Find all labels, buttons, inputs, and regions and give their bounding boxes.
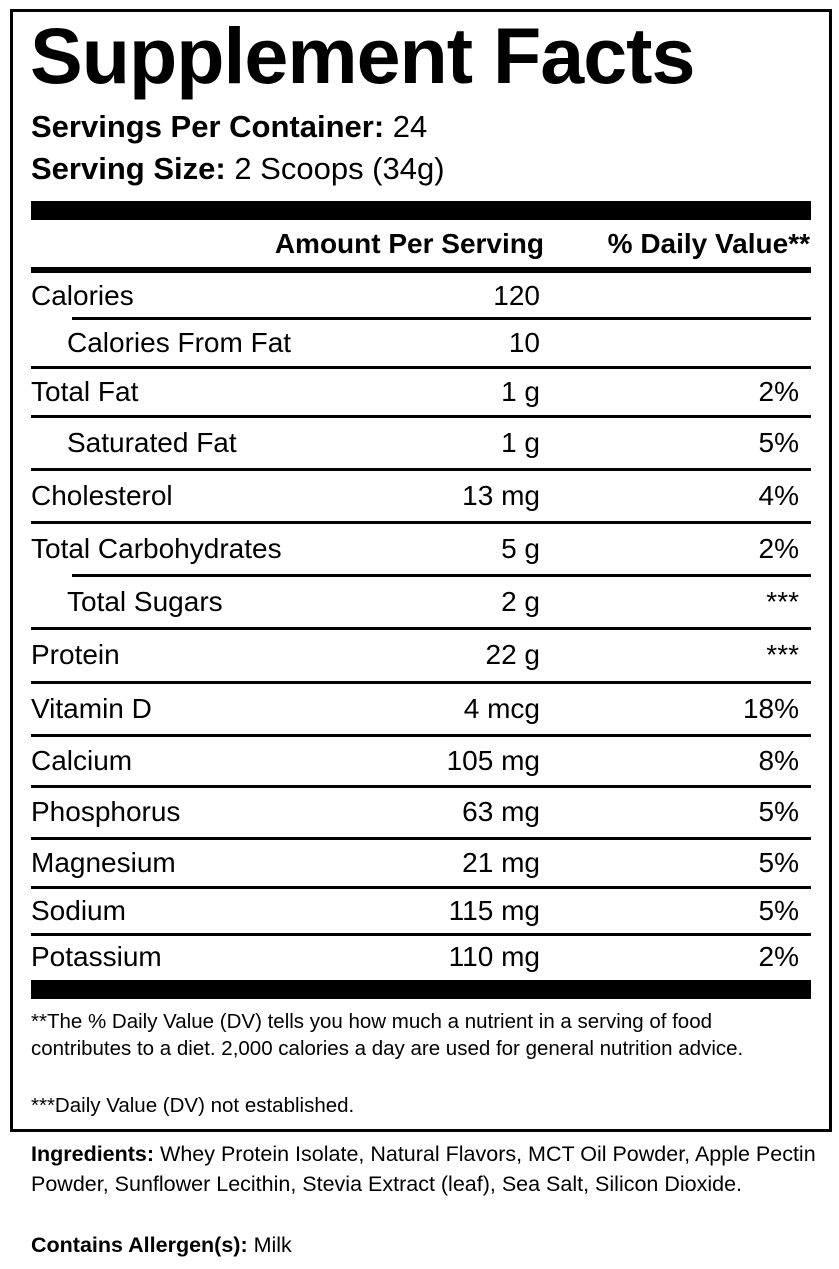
nutrient-amount: 4 mcg <box>463 692 540 724</box>
thick-divider-bottom <box>31 980 811 999</box>
amount-per-serving-header: Amount Per Serving <box>274 228 544 259</box>
nutrient-name: Vitamin D <box>31 692 152 724</box>
nutrient-row: Vitamin D 4 mcg 18% <box>31 682 811 735</box>
daily-value-header: % Daily Value** <box>607 228 810 259</box>
footnote-not-established: ***Daily Value (DV) not established. <box>31 1094 355 1117</box>
nutrient-row: Sodium 115 mg 5% <box>31 887 811 934</box>
nutrient-daily-value: 5% <box>758 846 799 878</box>
ingredients: Ingredients: Whey Protein Isolate, Natur… <box>31 1139 821 1199</box>
nutrient-name: Protein <box>31 639 120 670</box>
nutrient-row: Calories 120 <box>31 273 811 318</box>
nutrient-amount: 105 mg <box>446 744 540 776</box>
header-divider <box>31 267 811 273</box>
nutrient-name: Calories From Fat <box>67 326 292 358</box>
nutrient-amount: 21 mg <box>462 846 540 878</box>
row-divider <box>31 837 811 840</box>
allergens-label: Contains Allergen(s): <box>31 1233 248 1257</box>
nutrient-name: Magnesium <box>31 846 176 878</box>
nutrient-row: Protein 22 g *** <box>31 628 811 682</box>
thick-divider-top <box>31 201 811 220</box>
ingredients-label: Ingredients: <box>31 1142 155 1166</box>
nutrient-name: Total Carbohydrates <box>31 532 282 564</box>
nutrient-daily-value: *** <box>766 585 799 617</box>
nutrient-row: Cholesterol 13 mg 4% <box>31 469 811 522</box>
nutrient-row: Magnesium 21 mg 5% <box>31 838 811 887</box>
nutrient-daily-value: *** <box>766 639 799 670</box>
row-divider <box>72 574 811 577</box>
row-divider <box>31 933 811 936</box>
nutrient-row: Total Sugars 2 g *** <box>31 575 811 628</box>
footnote-daily-value: **The % Daily Value (DV) tells you how m… <box>31 1010 744 1060</box>
row-divider <box>31 521 811 524</box>
nutrient-row: Saturated Fat 1 g 5% <box>31 416 811 469</box>
nutrient-amount: 1 g <box>501 426 540 458</box>
nutrient-amount: 22 g <box>485 639 541 670</box>
servings-value: 24 <box>392 109 428 144</box>
serving-size-value: 2 Scoops (34g) <box>234 151 445 186</box>
nutrient-row: Potassium 110 mg 2% <box>31 934 811 980</box>
nutrient-amount: 1 g <box>501 375 540 407</box>
servings-per-container: Servings Per Container: 24 <box>31 109 427 145</box>
nutrient-name: Calories <box>31 279 134 311</box>
nutrient-name: Cholesterol <box>31 479 173 511</box>
nutrient-daily-value: 5% <box>758 426 799 458</box>
nutrient-daily-value: 5% <box>758 796 799 827</box>
nutrient-name: Total Sugars <box>67 585 223 617</box>
nutrient-row: Total Carbohydrates 5 g 2% <box>31 522 811 575</box>
nutrient-amount: 110 mg <box>448 941 540 972</box>
nutrient-amount: 120 <box>493 279 540 311</box>
nutrient-name: Total Fat <box>31 375 139 407</box>
nutrient-amount: 63 mg <box>462 796 540 827</box>
nutrient-row: Total Fat 1 g 2% <box>31 367 811 416</box>
nutrient-daily-value: 8% <box>758 744 799 776</box>
panel-title: Supplement Facts <box>30 11 695 100</box>
nutrient-name: Potassium <box>31 941 162 972</box>
nutrient-daily-value: 2% <box>758 375 799 407</box>
serving-size: Serving Size: 2 Scoops (34g) <box>31 151 445 187</box>
row-divider <box>31 366 811 369</box>
nutrient-name: Phosphorus <box>31 796 181 827</box>
supplement-facts-panel <box>10 9 832 1132</box>
nutrient-name: Calcium <box>31 744 133 776</box>
ingredients-text: Whey Protein Isolate, Natural Flavors, M… <box>31 1142 816 1196</box>
nutrient-name: Sodium <box>31 894 126 926</box>
nutrient-amount: 115 mg <box>448 894 540 926</box>
serving-size-label: Serving Size: <box>31 151 226 186</box>
allergens: Contains Allergen(s): Milk <box>31 1230 821 1260</box>
row-divider <box>72 317 811 320</box>
nutrient-row: Calcium 105 mg 8% <box>31 735 811 786</box>
nutrient-daily-value: 18% <box>742 692 799 724</box>
row-divider <box>31 785 811 788</box>
nutrient-amount: 13 mg <box>462 479 540 511</box>
nutrient-daily-value: 4% <box>758 479 799 511</box>
servings-label: Servings Per Container: <box>31 109 385 144</box>
row-divider <box>31 734 811 737</box>
nutrient-daily-value: 2% <box>758 941 799 972</box>
nutrient-row: Phosphorus 63 mg 5% <box>31 786 811 838</box>
allergens-text: Milk <box>253 1233 292 1257</box>
row-divider <box>31 468 811 471</box>
nutrient-daily-value: 2% <box>758 532 799 564</box>
row-divider <box>31 886 811 889</box>
row-divider <box>31 681 811 684</box>
nutrient-amount: 5 g <box>501 532 540 564</box>
nutrient-name: Saturated Fat <box>67 426 237 458</box>
row-divider <box>31 627 811 630</box>
nutrient-row: Calories From Fat 10 <box>31 318 811 367</box>
nutrient-amount: 10 <box>508 326 540 358</box>
nutrient-amount: 2 g <box>501 585 540 617</box>
row-divider <box>31 415 811 418</box>
nutrient-daily-value: 5% <box>758 894 799 926</box>
